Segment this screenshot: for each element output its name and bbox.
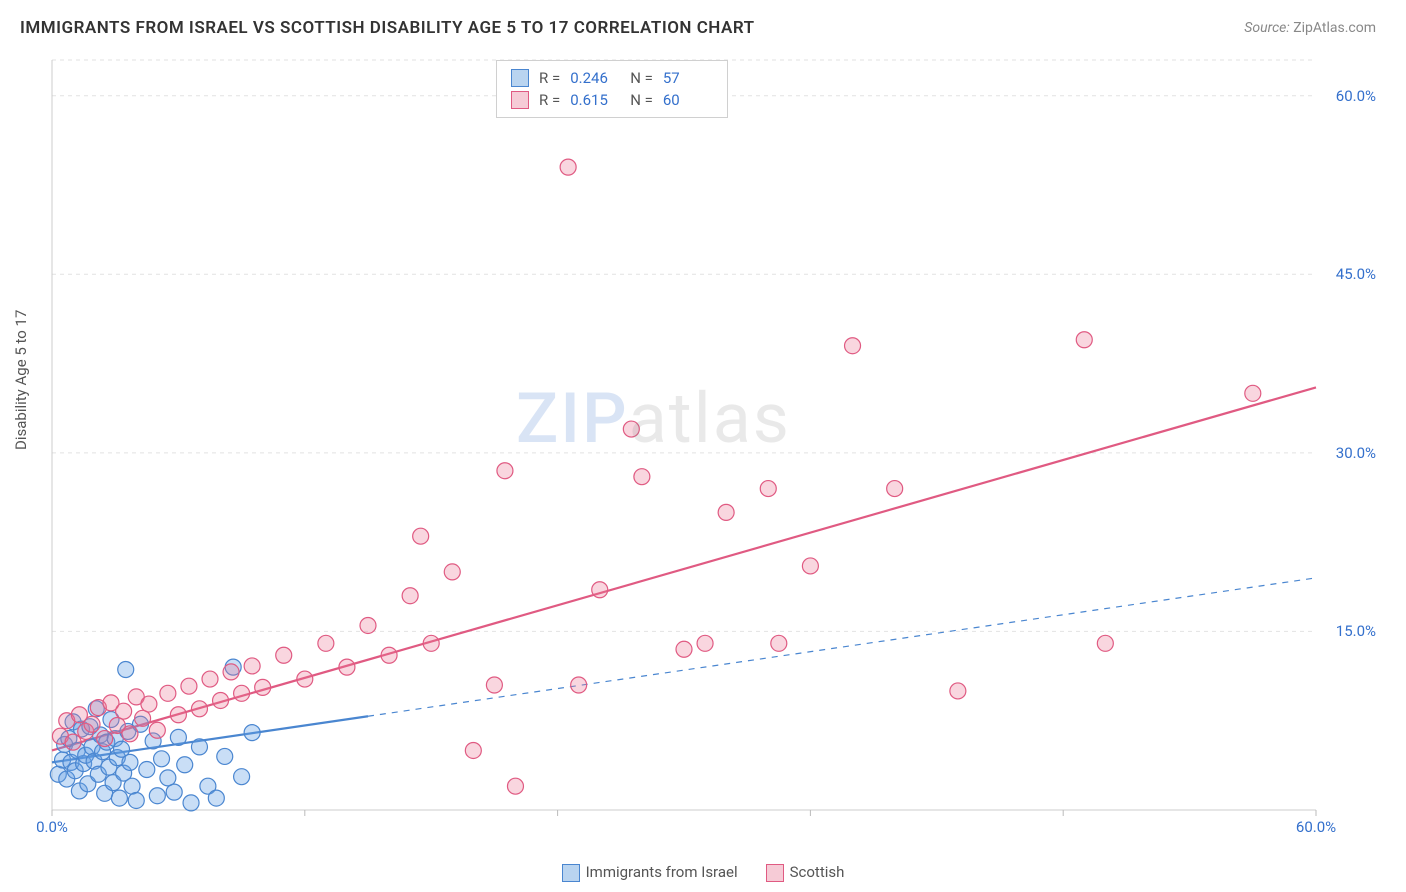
correlation-legend-box: R = 0.246 N = 57 R = 0.615 N = 60 [496,60,728,118]
series-swatch [511,69,529,87]
legend-stats-row: R = 0.615 N = 60 [511,89,713,111]
r-label: R = [539,69,560,87]
scatter-chart [46,48,1386,838]
legend-item: Immigrants from Israel [562,863,738,882]
legend-label: Immigrants from Israel [586,863,738,881]
legend-label: Scottish [790,863,845,881]
r-value: 0.246 [570,69,620,87]
legend-stats-row: R = 0.246 N = 57 [511,67,713,89]
y-tick-label: 30.0% [1336,444,1376,462]
n-label: N = [630,91,653,109]
series-swatch [511,91,529,109]
r-label: R = [539,91,560,109]
y-tick-label: 15.0% [1336,622,1376,640]
x-tick-label: 60.0% [1296,818,1336,836]
n-value: 57 [663,69,713,87]
r-value: 0.615 [570,91,620,109]
y-axis-label: Disability Age 5 to 17 [12,310,30,450]
y-tick-label: 60.0% [1336,87,1376,105]
y-tick-label: 45.0% [1336,265,1376,283]
bottom-legend: Immigrants from Israel Scottish [0,862,1406,882]
legend-swatch [562,864,580,882]
legend-swatch [766,864,784,882]
n-value: 60 [663,91,713,109]
plot-area: 15.0%30.0%45.0%60.0% 0.0%60.0% R =0.246N… [46,48,1386,838]
x-tick-label: 0.0% [36,818,68,836]
n-label: N = [630,69,653,87]
source-label: Source: [1244,20,1289,36]
source-value: ZipAtlas.com [1293,20,1376,36]
chart-title: IMMIGRANTS FROM ISRAEL VS SCOTTISH DISAB… [20,18,755,38]
legend-item: Scottish [766,863,845,882]
source-attribution: Source: ZipAtlas.com [1244,20,1376,36]
